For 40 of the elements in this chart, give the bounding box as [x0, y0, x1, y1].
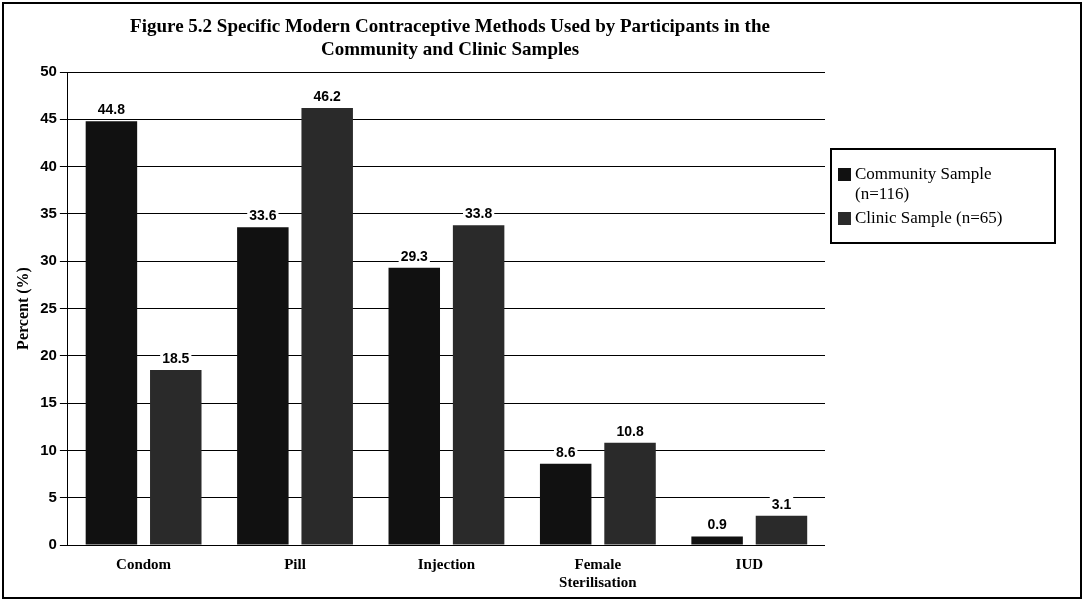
y-tick-label: 0 [48, 535, 57, 553]
y-tick-label: 20 [40, 345, 57, 363]
x-tick-label: Female Sterilisation [559, 555, 638, 590]
data-label: 46.2 [313, 87, 342, 104]
bar [539, 463, 592, 545]
legend-label: Community Sample (n=116) [855, 164, 993, 204]
legend-label: Clinic Sample (n=65) [855, 208, 1003, 228]
bar [755, 515, 808, 545]
x-tick-label: Injection [417, 555, 476, 572]
data-label: 33.8 [464, 205, 493, 222]
data-label: 0.9 [707, 516, 728, 533]
bar [691, 536, 743, 545]
bar [301, 107, 353, 545]
data-label: 18.5 [162, 349, 190, 366]
y-tick-label: 45 [40, 109, 57, 127]
y-axis-title: Percent (%) [13, 267, 32, 350]
x-tick-label: Pill [284, 555, 306, 572]
chart-title: Figure 5.2 Specific Modern Contraceptive Methods Used by Participants in the Community and Clinic Samples [130, 14, 770, 60]
y-tick-label: 25 [40, 298, 57, 316]
data-label: 44.8 [97, 101, 126, 118]
y-tick-label: 35 [40, 204, 57, 222]
y-tick-label: 30 [40, 251, 57, 269]
data-label: 8.6 [555, 443, 576, 460]
bar [388, 267, 441, 545]
data-label: 10.8 [616, 422, 644, 439]
x-tick-label: Condom [116, 555, 172, 572]
y-tick-label: 10 [40, 440, 57, 458]
data-label: 33.6 [249, 207, 277, 223]
data-label: 3.1 [771, 495, 792, 512]
y-tick-label: 40 [40, 156, 57, 174]
x-tick-label: IUD [735, 555, 764, 572]
bar [452, 225, 505, 545]
y-tick-label: 5 [48, 487, 57, 505]
bar [85, 121, 138, 545]
y-tick-label: 15 [40, 393, 57, 411]
data-label: 29.3 [400, 247, 429, 264]
y-tick-label: 50 [40, 62, 57, 80]
bar [150, 369, 202, 545]
bar [237, 227, 289, 545]
bar [604, 442, 656, 545]
